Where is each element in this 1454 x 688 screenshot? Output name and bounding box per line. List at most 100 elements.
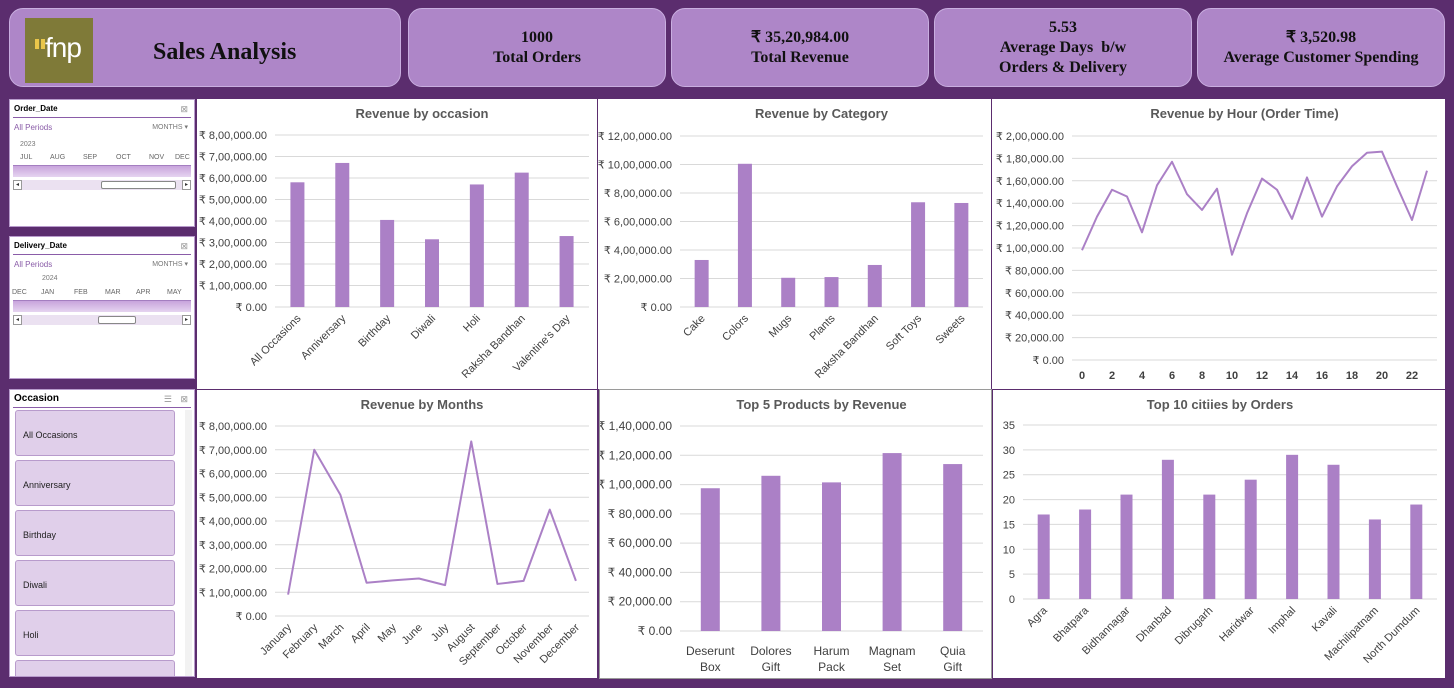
kpi-label: Average Customer Spending	[1223, 48, 1419, 66]
y-tick-label: 20	[1003, 495, 1015, 507]
chart-title: Revenue by Months	[361, 397, 484, 412]
chart-title: Revenue by Category	[755, 106, 889, 121]
y-tick-label: ₹ 3,00,000.00	[199, 238, 267, 250]
month-label: NOV	[149, 154, 165, 161]
x-tick-label: Pack	[818, 660, 846, 674]
x-tick-label: 8	[1199, 370, 1205, 382]
x-tick-label: All Occasions	[248, 312, 304, 368]
occasion-item[interactable]: Diwali	[15, 560, 175, 606]
x-tick-label: Holi	[461, 313, 483, 335]
scroll-left-icon[interactable]: ◂	[13, 315, 22, 325]
bar	[694, 259, 709, 307]
series-line	[287, 440, 577, 595]
chart-revenue-by-months: Revenue by Months ₹ 0.00 ₹ 1,00,000.00 ₹ 2,…	[197, 390, 597, 678]
y-tick-label: ₹ 6,00,000.00	[199, 469, 267, 481]
kpi-value: 1000	[521, 28, 553, 46]
x-tick-label: Plants	[808, 312, 838, 342]
chart-revenue-by-hour: Revenue by Hour (Order Time) ₹ 0.00 ₹ 20,0…	[992, 99, 1445, 389]
x-tick-label: 14	[1286, 370, 1299, 382]
month-label: DEC	[175, 154, 190, 161]
time-level-label: MONTHS	[152, 261, 183, 268]
x-tick-label: 4	[1139, 370, 1146, 382]
bar	[514, 172, 529, 307]
order-date-slicer[interactable]: Order_Date ⊠ All Periods MONTHS ▾ 2023 J…	[9, 99, 195, 227]
bar	[882, 453, 902, 631]
y-tick-label: ₹ 2,00,000.00	[604, 274, 672, 286]
occasion-item[interactable]: Birthday	[15, 510, 175, 556]
multi-select-icon[interactable]: ☰	[163, 394, 172, 404]
timeline-band[interactable]	[13, 165, 191, 177]
occasion-item[interactable]: All Occasions	[15, 410, 175, 456]
occasion-item[interactable]	[15, 660, 175, 676]
kpi-label-line2: Orders & Delivery	[999, 58, 1127, 76]
bar	[867, 264, 882, 307]
y-tick-label: ₹ 1,00,000.00	[199, 587, 267, 599]
y-tick-label: ₹ 2,00,000.00	[996, 131, 1064, 143]
y-tick-label: ₹ 6,00,000.00	[604, 217, 672, 229]
divider	[13, 117, 191, 118]
y-tick-label: ₹ 4,00,000.00	[199, 516, 267, 528]
y-tick-label: ₹ 6,00,000.00	[199, 173, 267, 185]
y-tick-label: 5	[1009, 569, 1015, 581]
y-tick-label: 35	[1003, 420, 1015, 432]
x-tick-label: Set	[883, 660, 902, 674]
y-tick-label: ₹ 1,00,000.00	[199, 281, 267, 293]
title-card: fnp Sales Analysis	[9, 8, 401, 87]
divider	[13, 254, 191, 255]
chevron-down-icon: ▾	[184, 261, 188, 268]
scroll-left-icon[interactable]: ◂	[13, 180, 22, 190]
occasion-item[interactable]: Anniversary	[15, 460, 175, 506]
month-label: MAY	[167, 289, 182, 296]
bar	[824, 277, 839, 307]
delivery-date-slicer[interactable]: Delivery_Date ⊠ All Periods MONTHS ▾ 202…	[9, 236, 195, 379]
clear-filter-icon[interactable]: ⊠	[180, 104, 188, 114]
occasion-item[interactable]: Holi	[15, 610, 175, 656]
y-tick-label: ₹ 2,00,000.00	[199, 564, 267, 576]
bar	[781, 277, 796, 307]
y-tick-label: ₹ 8,00,000.00	[604, 188, 672, 200]
y-tick-label: ₹ 0.00	[638, 624, 673, 638]
bar	[1368, 519, 1381, 599]
month-label: SEP	[83, 154, 98, 161]
bar	[1286, 454, 1299, 599]
kpi-label: Total Orders	[493, 48, 581, 66]
clear-filter-icon[interactable]: ⊠	[180, 394, 188, 404]
scroll-right-icon[interactable]: ▸	[182, 180, 191, 190]
x-tick-label: Deserunt	[686, 644, 735, 658]
year-label: 2024	[42, 275, 58, 282]
x-tick-label: Harum	[813, 644, 849, 658]
y-tick-label: 25	[1003, 470, 1015, 482]
occasion-slicer[interactable]: Occasion ☰ ⊠ All Occasions Anniversary B…	[9, 389, 195, 677]
scroll-thumb[interactable]	[101, 181, 176, 189]
clear-filter-icon[interactable]: ⊠	[180, 241, 188, 251]
scroll-thumb[interactable]	[98, 316, 136, 324]
y-tick-label: 30	[1003, 445, 1015, 457]
x-tick-label: Gift	[943, 660, 962, 674]
timeline-scrollbar[interactable]: ◂ ▸	[13, 315, 191, 325]
y-tick-label: ₹ 0.00	[236, 302, 267, 314]
y-tick-label: ₹ 7,00,000.00	[199, 445, 267, 457]
bar	[761, 475, 781, 631]
time-level-dropdown[interactable]: MONTHS ▾	[152, 123, 188, 131]
x-tick-label: 22	[1406, 370, 1418, 382]
bar	[1327, 464, 1340, 599]
x-tick-label: Box	[700, 660, 721, 674]
y-tick-label: ₹ 40,000.00	[608, 565, 673, 579]
time-level-dropdown[interactable]: MONTHS ▾	[152, 260, 188, 268]
page-title: Sales Analysis	[153, 39, 297, 65]
y-tick-label: ₹ 0.00	[641, 302, 672, 314]
x-tick-label: 20	[1376, 370, 1388, 382]
x-tick-label: Birthday	[356, 312, 393, 349]
x-tick-label: 6	[1169, 370, 1175, 382]
x-tick-label: May	[376, 621, 400, 645]
kpi-label: Total Revenue	[751, 48, 849, 66]
kpi-avg-days: 5.53 Average Days b/w Orders & Delivery	[934, 8, 1192, 87]
y-tick-label: ₹ 1,80,000.00	[996, 153, 1064, 165]
scroll-right-icon[interactable]: ▸	[182, 315, 191, 325]
timeline-band[interactable]	[13, 300, 191, 312]
timeline-scrollbar[interactable]: ◂ ▸	[13, 180, 191, 190]
y-tick-label: ₹ 80,000.00	[608, 507, 673, 521]
bar	[822, 482, 841, 631]
y-tick-label: ₹ 1,20,000.00	[600, 448, 672, 462]
list-scrollbar[interactable]	[185, 410, 192, 676]
